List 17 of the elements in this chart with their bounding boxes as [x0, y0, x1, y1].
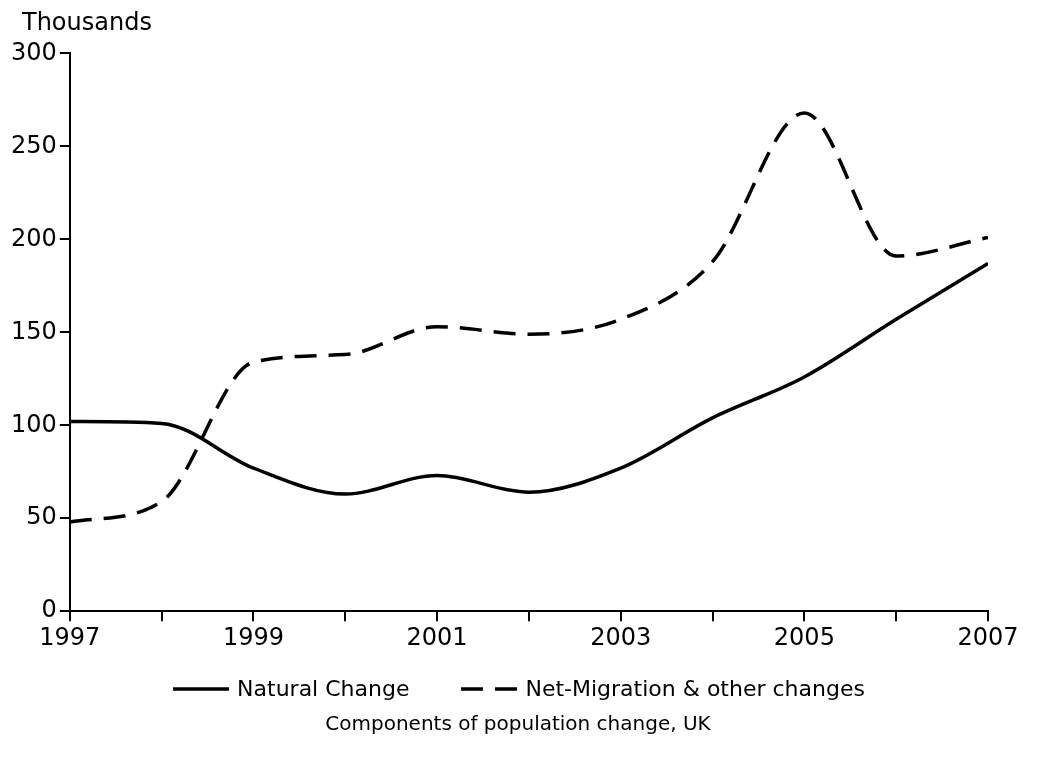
y-tick-label: 300 [11, 37, 57, 66]
legend-label: Net-Migration & other changes [525, 676, 865, 701]
x-tick-label: 2005 [773, 622, 835, 651]
y-tick-label: 0 [41, 595, 57, 624]
x-tick-label: 2003 [590, 622, 652, 651]
x-tick-label: 1999 [222, 622, 284, 651]
y-tick-label: 200 [11, 223, 57, 252]
y-tick-label: 50 [26, 502, 57, 531]
x-tick-label: 1997 [39, 622, 101, 651]
y-tick-label: 100 [11, 409, 57, 438]
text: Components of population change, UK [324, 711, 712, 735]
y-tick-label: 250 [11, 130, 57, 159]
x-tick-label: 2001 [406, 622, 468, 651]
legend-label: Natural Change [237, 676, 410, 701]
y-axis-title: Thousands [22, 8, 153, 36]
x-tick-label: 2007 [957, 622, 1019, 651]
y-tick-label: 150 [11, 316, 57, 345]
